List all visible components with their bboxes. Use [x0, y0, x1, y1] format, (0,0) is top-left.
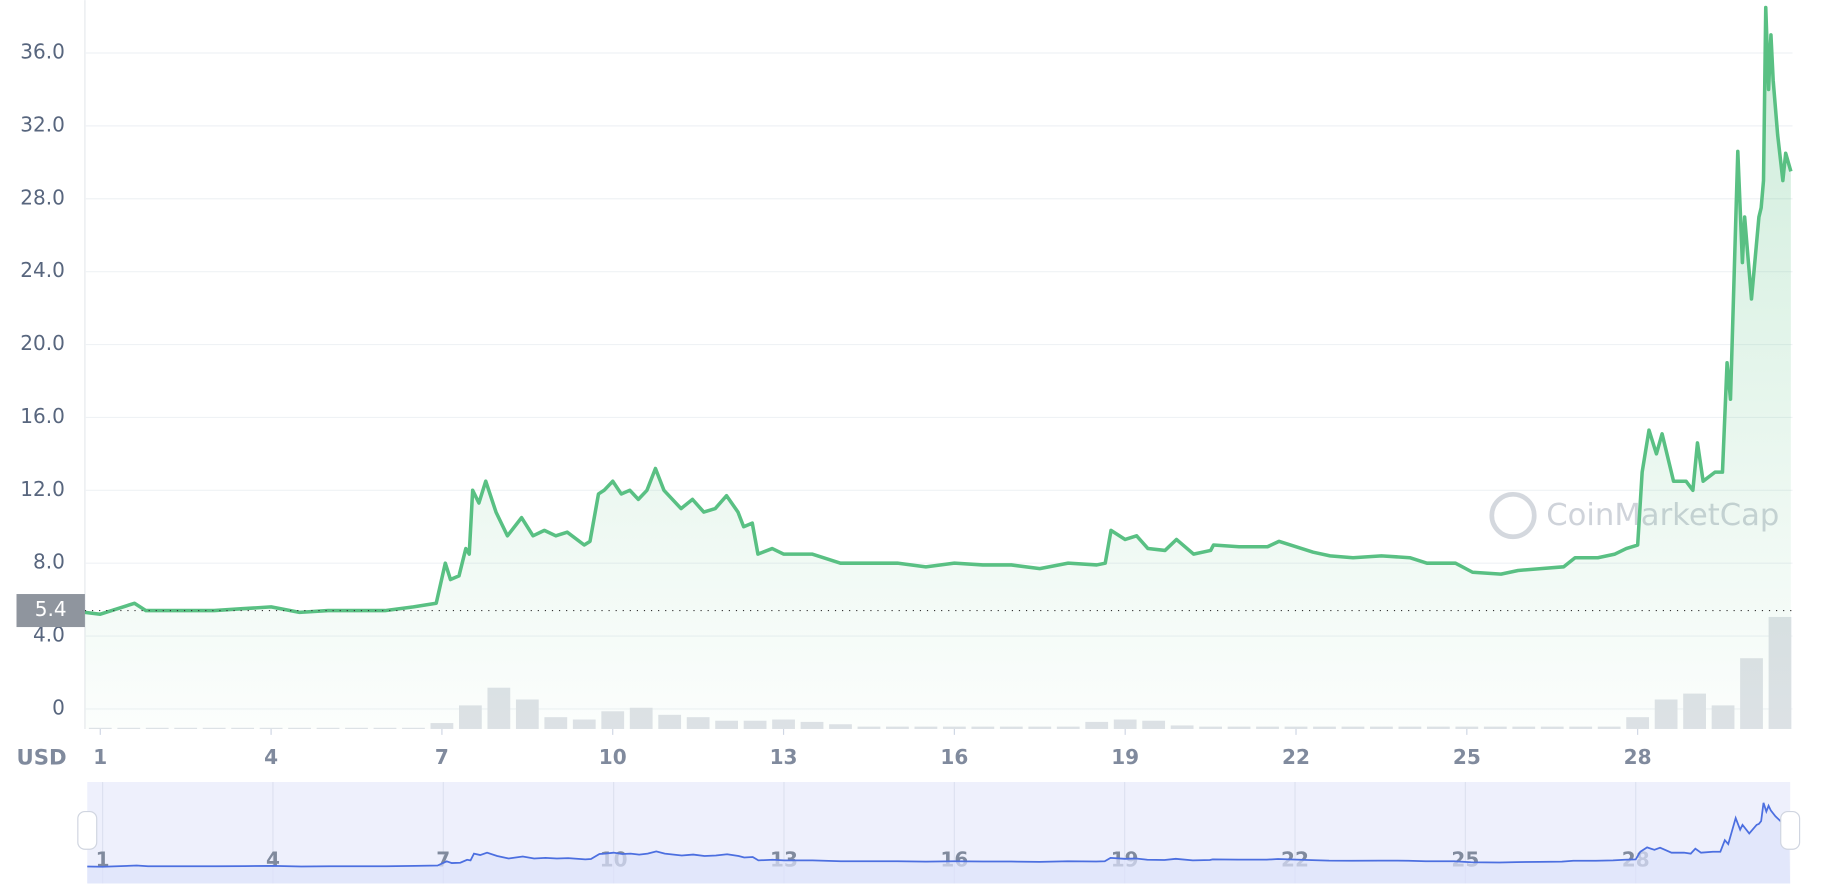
last-price-label: 5.4: [35, 597, 67, 621]
y-tick-label: 8.0: [33, 550, 65, 574]
y-tick-label: 20.0: [20, 331, 65, 355]
y-tick-label: 24.0: [20, 258, 65, 282]
x-tick-label: 19: [1111, 745, 1139, 769]
navigator-line: [87, 802, 1789, 868]
y-tick-label: 12.0: [20, 477, 65, 501]
last-price-box: [16, 594, 85, 628]
x-tick-label: 22: [1282, 745, 1310, 769]
watermark-logo: [1489, 491, 1537, 540]
y-tick-label: 36.0: [20, 40, 65, 64]
x-tick-label: 13: [770, 745, 798, 769]
x-tick-label: 25: [1453, 745, 1481, 769]
navigator-handle[interactable]: [1780, 810, 1801, 850]
x-tick-label: 7: [435, 745, 449, 769]
x-tick-label: 10: [599, 745, 627, 769]
y-tick-label: 28.0: [20, 185, 65, 209]
x-tick-label: 28: [1624, 745, 1652, 769]
y-tick-label: 32.0: [20, 112, 65, 136]
price-line: [84, 5, 1793, 617]
y-tick-label: 0: [52, 695, 65, 719]
x-tick-label: 4: [264, 745, 278, 769]
price-area: [84, 7, 1791, 729]
currency-label: USD: [17, 745, 67, 770]
x-tick-label: 1: [93, 745, 107, 769]
x-tick-label: 16: [940, 745, 968, 769]
navigator-area: [87, 802, 1791, 884]
navigator-tick-label: 1: [96, 848, 110, 872]
navigator-handle[interactable]: [77, 810, 98, 850]
y-tick-label: 16.0: [20, 404, 65, 428]
